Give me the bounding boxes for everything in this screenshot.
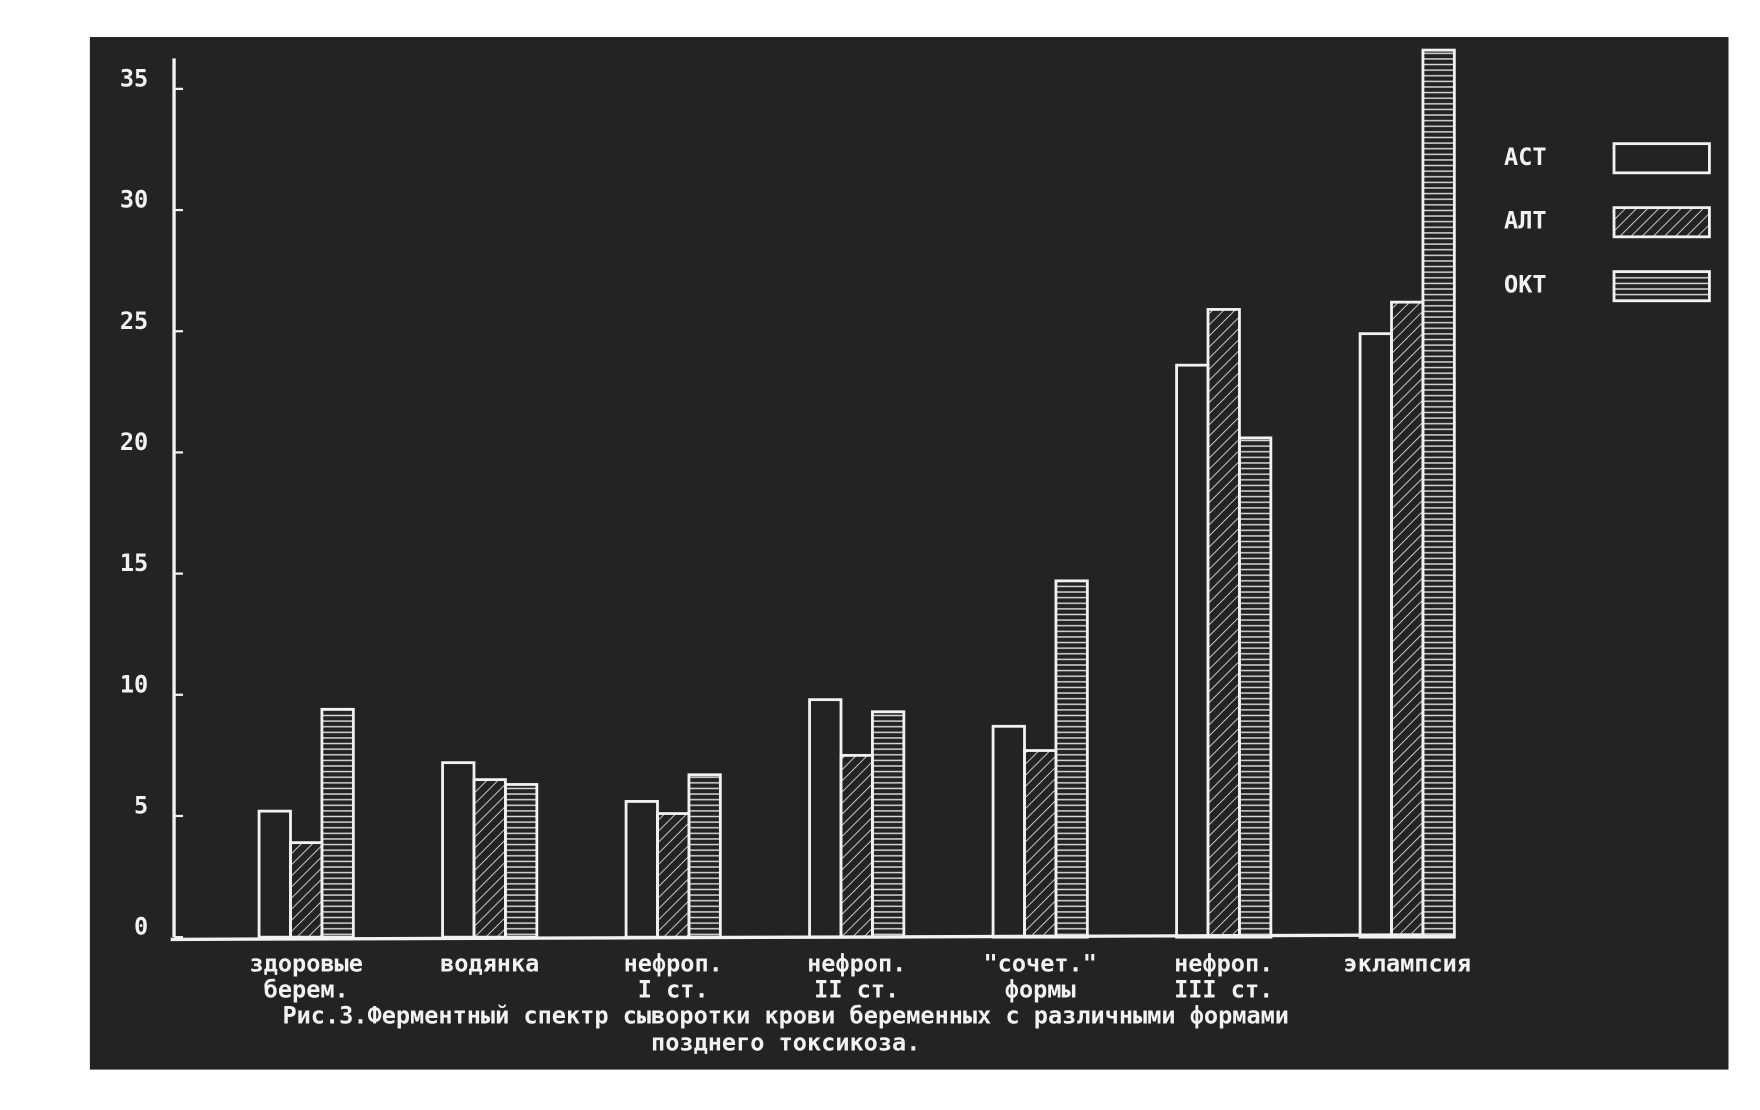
bar (1054, 579, 1089, 939)
bar (1390, 300, 1425, 939)
x-tick-label: "сочет." (984, 950, 1097, 978)
y-tick-label: 20 (120, 428, 148, 456)
y-tick-label: 15 (120, 549, 148, 577)
y-tick-label: 30 (120, 186, 148, 214)
bar (687, 773, 722, 939)
chart-caption: Рис.3.Ферментный спектр сыворотки крови … (282, 1001, 1289, 1029)
x-tick-label: нефроп. (807, 950, 906, 978)
bar (1206, 308, 1241, 939)
legend-label: АСТ (1504, 143, 1547, 171)
x-tick-label: здоровые (249, 950, 362, 978)
x-tick-label: нефроп. (1174, 950, 1273, 978)
legend-swatch (1612, 270, 1711, 303)
y-tick-label: 0 (134, 913, 148, 941)
bar (289, 841, 324, 939)
x-tick-label: нефроп. (624, 950, 723, 978)
legend-swatch (1612, 142, 1711, 175)
legend-label: АЛТ (1504, 207, 1547, 235)
bar (839, 753, 874, 939)
y-tick-label: 25 (120, 307, 148, 335)
x-tick-label: I ст. (638, 976, 709, 1004)
bar (1023, 749, 1058, 939)
x-tick-label: II ст. (814, 976, 899, 1004)
bar (472, 778, 507, 939)
bar (1421, 48, 1456, 939)
bar (871, 710, 906, 939)
bar (504, 783, 539, 939)
x-tick-label: берем. (264, 976, 349, 1004)
bar (1238, 436, 1273, 939)
y-tick-label: 5 (134, 791, 148, 819)
x-tick-label: водянка (440, 950, 539, 978)
y-tick-label: 10 (120, 670, 148, 698)
legend-label: ОКТ (1504, 271, 1547, 299)
x-tick-label: эклампсия (1343, 950, 1471, 978)
chart-caption: позднего токсикоза. (651, 1028, 920, 1056)
x-tick-label: III ст. (1174, 976, 1273, 1004)
bar (320, 707, 355, 939)
legend-swatch (1612, 206, 1711, 239)
y-tick-label: 35 (120, 64, 148, 92)
x-tick-label: формы (1005, 976, 1076, 1004)
bar (656, 812, 691, 939)
